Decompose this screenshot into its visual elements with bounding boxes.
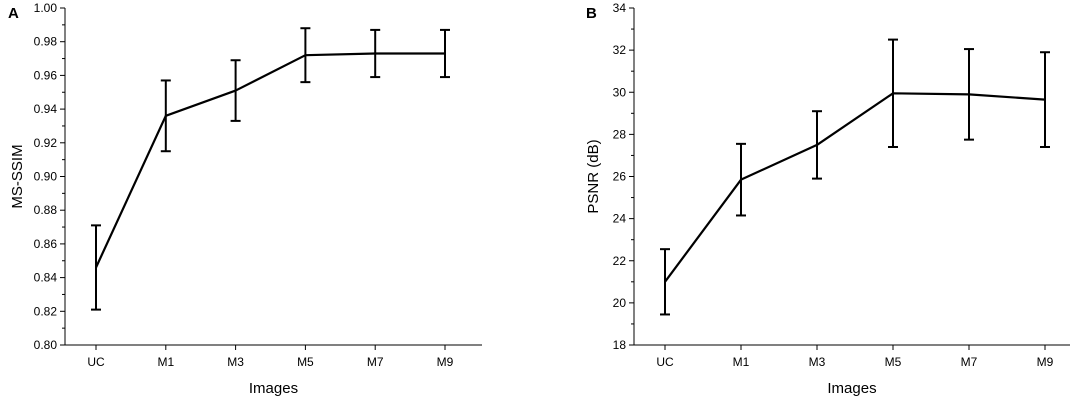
y-tick-label: 18 (613, 338, 627, 352)
x-tick-label: M9 (1037, 355, 1054, 369)
series-line (664, 92, 1046, 283)
panel-label: A (8, 5, 19, 22)
error-bar (964, 48, 974, 141)
y-tick-label: 1.00 (34, 1, 58, 15)
y-tick-label: 0.88 (34, 203, 58, 217)
x-tick-label: M7 (961, 355, 978, 369)
y-axis-title: MS-SSIM (9, 144, 26, 208)
y-tick-label: 0.90 (34, 170, 58, 184)
y-tick-label: 20 (613, 296, 627, 310)
x-tick-label: M5 (297, 355, 314, 369)
y-tick-label: 0.82 (34, 304, 58, 318)
y-tick-label: 0.86 (34, 237, 58, 251)
x-tick-label: UC (87, 355, 105, 369)
error-bar (160, 79, 171, 153)
y-tick-label: 0.94 (34, 102, 58, 116)
x-tick-label: M3 (227, 355, 244, 369)
series-line (95, 52, 445, 268)
y-tick-label: 30 (613, 85, 627, 99)
error-bar (230, 59, 241, 122)
x-axis-title: Images (827, 380, 876, 397)
y-tick-label: 26 (613, 170, 627, 184)
y-tick-label: 0.92 (34, 136, 58, 150)
y-tick-label: 0.84 (34, 271, 58, 285)
x-tick-label: M1 (157, 355, 174, 369)
y-tick-label: 32 (613, 43, 627, 57)
error-bar (660, 248, 670, 316)
x-tick-label: M9 (437, 355, 454, 369)
x-tick-label: M1 (733, 355, 750, 369)
x-tick-label: M5 (885, 355, 902, 369)
error-bar (300, 27, 311, 84)
panel-label: B (586, 5, 597, 22)
y-tick-label: 22 (613, 254, 627, 268)
error-bar (1040, 51, 1050, 149)
y-tick-label: 0.96 (34, 68, 58, 82)
error-bar (91, 224, 101, 311)
error-bar (370, 28, 381, 79)
x-axis-title: Images (249, 380, 298, 397)
y-axis-title: PSNR (dB) (585, 139, 602, 213)
error-bar (736, 142, 746, 217)
error-bar (812, 110, 822, 180)
error-bar (440, 28, 450, 79)
y-tick-label: 24 (613, 212, 627, 226)
y-tick-label: 0.98 (34, 35, 58, 49)
panel-a: A 0.80 0.82 0.84 0.86 0.88 0.90 0.92 0.94 0.96 0.9… (8, 1, 482, 397)
x-tick-label: UC (656, 355, 674, 369)
y-tick-label: 0.80 (34, 338, 58, 352)
y-tick-label: 34 (613, 1, 627, 15)
y-tick-label: 28 (613, 127, 627, 141)
error-bar (888, 38, 898, 149)
x-tick-label: M7 (367, 355, 384, 369)
panel-b: B 18 20 22 24 26 28 30 32 34 PSNR (dB) UC M1 M3 M5 M7 M9… (585, 1, 1070, 397)
x-tick-label: M3 (809, 355, 826, 369)
